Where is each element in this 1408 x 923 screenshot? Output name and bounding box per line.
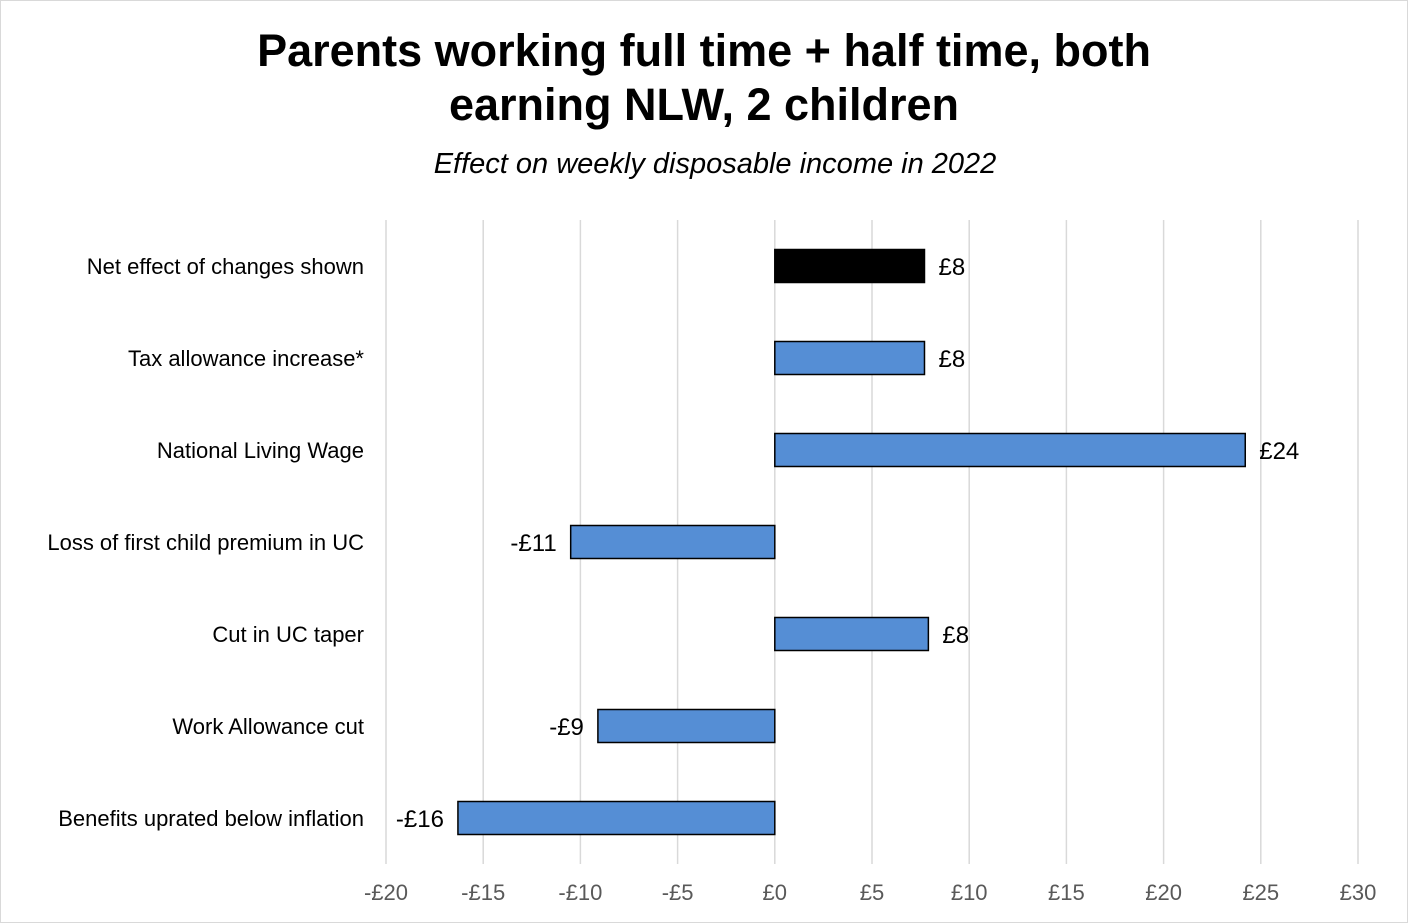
x-tick-label: £20 <box>1145 880 1182 905</box>
x-tick-label: £15 <box>1048 880 1085 905</box>
x-tick-label: £0 <box>763 880 787 905</box>
x-tick-label: £25 <box>1242 880 1279 905</box>
x-axis-ticks: -£20 -£15 -£10 -£5 £0 £5 £10 £15 £20 £25 £30 <box>364 880 1376 905</box>
category-label: Benefits uprated below inflation <box>58 806 364 831</box>
data-label: £24 <box>1259 438 1299 465</box>
x-tick-label: £10 <box>951 880 988 905</box>
bars <box>457 248 1246 836</box>
bar <box>597 708 776 744</box>
data-label: £8 <box>938 254 965 281</box>
category-label: Tax allowance increase* <box>128 346 364 371</box>
data-label: £8 <box>938 346 965 373</box>
category-label: Work Allowance cut <box>172 714 364 739</box>
category-label: National Living Wage <box>157 438 364 463</box>
category-label: Loss of first child premium in UC <box>47 530 364 555</box>
bar <box>774 616 930 652</box>
gridlines <box>385 220 1359 864</box>
x-tick-label: -£5 <box>662 880 694 905</box>
chart-subtitle: Effect on weekly disposable income in 20… <box>433 148 997 180</box>
chart-title-line-2: earning NLW, 2 children <box>448 79 960 130</box>
category-label: Net effect of changes shown <box>87 254 364 279</box>
category-labels: Net effect of changes shown Tax allowance… <box>47 254 364 831</box>
bar <box>774 248 926 284</box>
x-tick-label: -£10 <box>558 880 602 905</box>
x-tick-label: -£15 <box>461 880 505 905</box>
x-tick-label: -£20 <box>364 880 408 905</box>
data-label: -£16 <box>396 806 444 833</box>
data-label: -£9 <box>549 714 584 741</box>
x-tick-label: £5 <box>860 880 884 905</box>
bar <box>569 524 776 560</box>
bar <box>774 432 1246 468</box>
data-label: £8 <box>942 622 969 649</box>
category-label: Cut in UC taper <box>212 622 364 647</box>
bar <box>774 340 926 376</box>
chart-title-line-1: Parents working full time + half time, b… <box>257 25 1151 76</box>
x-tick-label: £30 <box>1340 880 1377 905</box>
data-label: -£11 <box>510 530 556 557</box>
bar <box>457 800 776 836</box>
data-labels: £8 £8 £24 -£11 £8 -£9 -£16 <box>396 254 1299 833</box>
